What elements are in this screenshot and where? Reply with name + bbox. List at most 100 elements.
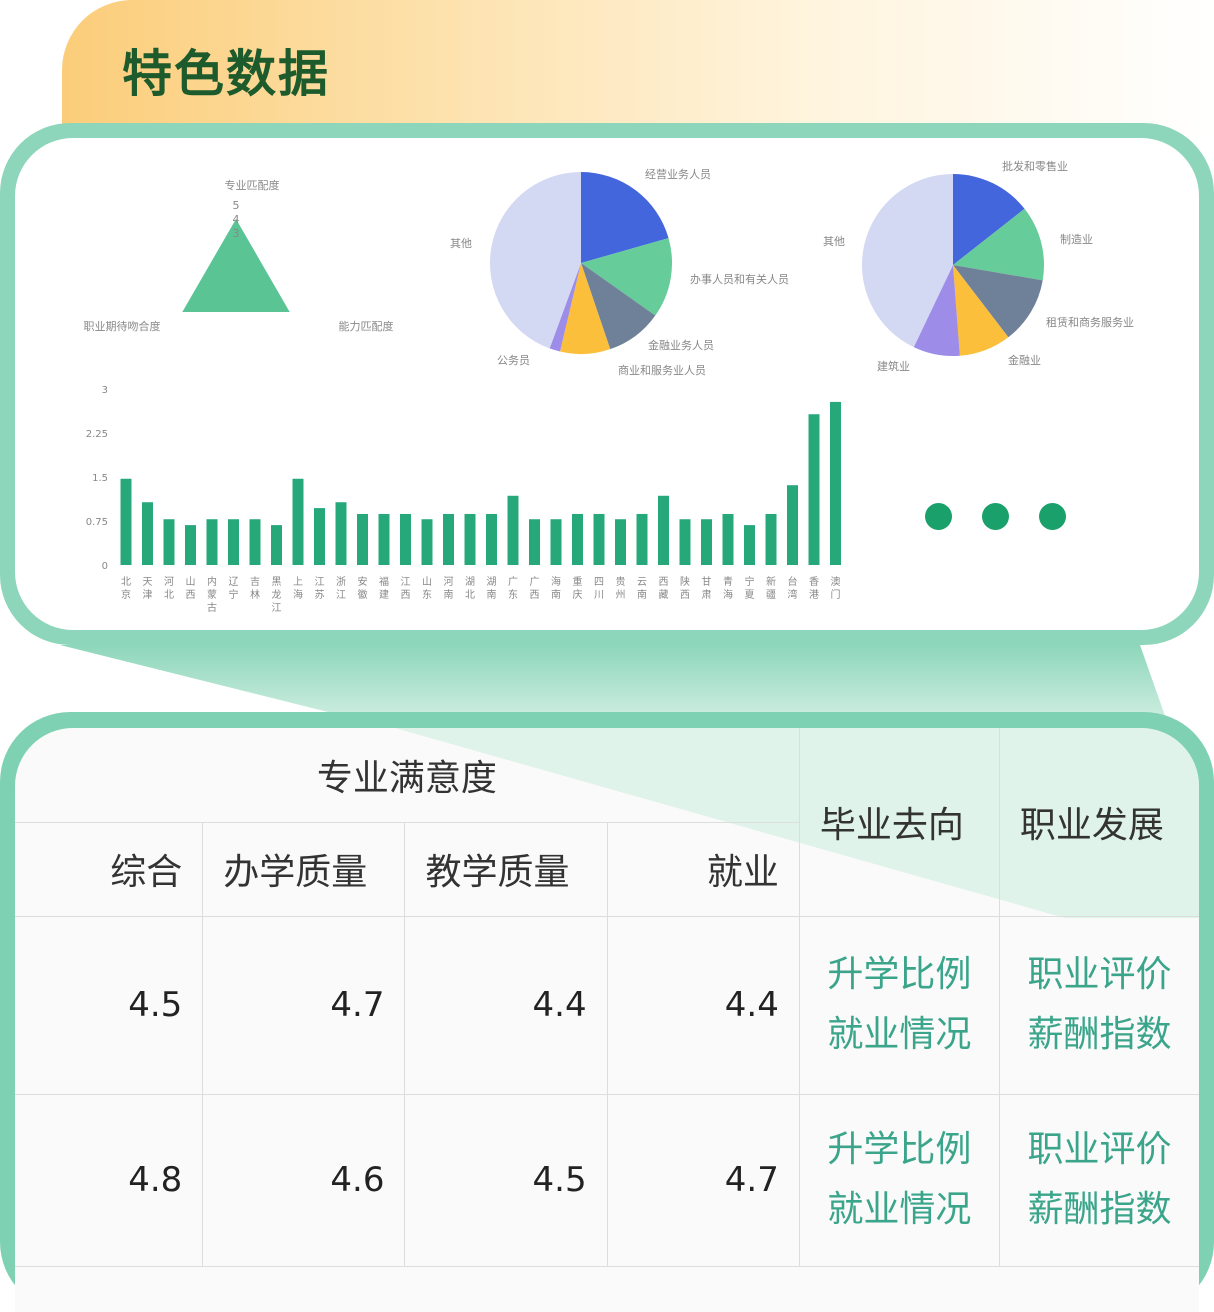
pie1-label: 办事人员和有关人员 (690, 272, 789, 286)
radar-axis-label: 能力匹配度 (339, 319, 394, 333)
bar-ytick: 3 (102, 385, 108, 396)
bar (529, 519, 540, 565)
radar-axis-label: 职业期待吻合度 (84, 319, 161, 333)
link-further-study[interactable]: 升学比例 (827, 954, 972, 995)
bar (185, 525, 196, 565)
pie2-slice (953, 265, 1009, 356)
group-header: 专业满意度 (15, 728, 800, 823)
bar (228, 519, 239, 565)
link-salary-index[interactable]: 薪酬指数 (1027, 1189, 1172, 1230)
bar-xtick: 西藏 (659, 577, 669, 601)
bar-xtick: 天津 (143, 577, 153, 601)
pie1-label: 公务员 (497, 354, 530, 367)
bar-ytick: 2.25 (86, 429, 108, 440)
sub-header-overall: 综合 (15, 821, 204, 917)
pie1-label: 金融业务人员 (648, 338, 714, 352)
pie2-label: 批发和零售业 (1002, 159, 1068, 173)
bar-xtick: 浙江 (336, 576, 346, 601)
bar (572, 513, 583, 565)
bar (314, 508, 325, 565)
col-dest-header: 毕业去向 (798, 728, 1000, 917)
bar (249, 519, 261, 565)
radar-tick: 5 (233, 199, 240, 212)
pie1-label: 其他 (450, 237, 472, 250)
table-row: 4.8 4.6 4.5 4.7 升学比例 就业情况 职业评价 薪酬指数 (15, 1093, 1199, 1267)
radar-tick: 3 (233, 227, 240, 240)
satisfaction-table: 专业满意度 毕业去向 职业发展 综合 办学质量 教学质量 就业 4.5 4.7 … (15, 728, 1199, 1267)
bar (701, 519, 712, 565)
bar-xtick: 北京 (121, 576, 131, 601)
bar (206, 519, 218, 565)
pie2-slice (953, 208, 1044, 281)
dot (925, 503, 952, 530)
bar-xtick: 海南 (551, 575, 561, 601)
bar (636, 513, 648, 565)
table-card: 专业满意度 毕业去向 职业发展 综合 办学质量 教学质量 就业 4.5 4.7 … (0, 712, 1214, 1312)
employment-score: 4.7 (606, 1093, 800, 1267)
bar (787, 485, 798, 565)
bar-xtick: 湖南 (487, 576, 497, 601)
bar (142, 502, 153, 565)
bar-xtick: 江西 (401, 576, 411, 601)
section-tab: 特色数据 (62, 0, 1214, 135)
radar-area (182, 219, 290, 312)
bar (271, 525, 282, 565)
pie1-slice (560, 263, 611, 354)
dot (982, 503, 1009, 530)
bar (744, 525, 755, 565)
bar-xtick: 台湾 (788, 575, 798, 601)
charts-card: 3 4 5 专业匹配度 能力匹配度 职业期待吻合度 经营业务人员 办事人员和有关人员 金融业务人… (0, 123, 1214, 645)
pie1-label: 经营业务人员 (645, 167, 711, 181)
link-employment[interactable]: 就业情况 (827, 1014, 972, 1055)
bar-xtick: 香港 (809, 576, 819, 601)
bar (486, 513, 497, 565)
pie2-label: 金融业 (1008, 353, 1041, 367)
bar-xtick: 辽宁 (229, 576, 239, 601)
bar (550, 519, 562, 565)
teaching-score: 4.5 (404, 1093, 608, 1267)
bar-xtick: 广东 (508, 576, 518, 601)
pie2-label: 制造业 (1060, 232, 1093, 246)
link-further-study[interactable]: 升学比例 (827, 1129, 972, 1170)
bar-xtick: 重庆 (573, 575, 583, 601)
link-employment[interactable]: 就业情况 (827, 1189, 972, 1230)
link-salary-index[interactable]: 薪酬指数 (1027, 1014, 1172, 1055)
pie2-slice (953, 174, 1025, 265)
overall-score: 4.5 (15, 915, 204, 1095)
bar-xtick: 上海 (293, 576, 303, 601)
charts-canvas: 345专业匹配度能力匹配度职业期待吻合度经营业务人员办事人员和有关人员金融业务人… (84, 159, 1135, 614)
pie2-label: 建筑业 (877, 359, 910, 373)
bar (679, 519, 691, 565)
pie1-slice (549, 263, 581, 352)
sub-header-school: 办学质量 (202, 821, 406, 917)
bar-xtick: 甘肃 (702, 575, 712, 601)
pie1-label: 商业和服务业人员 (618, 363, 706, 377)
radar-tick: 4 (233, 213, 240, 226)
bar-xtick: 河北 (164, 576, 174, 601)
pie2-slice (913, 265, 960, 356)
bar (292, 478, 304, 565)
bar (765, 513, 777, 565)
bar-ytick: 0.75 (86, 517, 108, 528)
bar-xtick: 陕西 (680, 575, 690, 601)
pie1-slice (581, 263, 656, 350)
zoom-connector (60, 645, 1170, 730)
sub-header-teaching: 教学质量 (404, 821, 608, 917)
bar (658, 495, 669, 565)
more-ellipsis-icon[interactable] (925, 503, 1066, 530)
bar-xtick: 宁夏 (745, 575, 755, 601)
bar (830, 401, 841, 565)
bar-xtick: 广西 (530, 576, 540, 601)
bar (443, 513, 454, 565)
bar-xtick: 福建 (379, 575, 389, 601)
col-career-header: 职业发展 (998, 728, 1199, 917)
link-career-eval[interactable]: 职业评价 (1027, 1129, 1172, 1170)
bar (722, 513, 734, 565)
bar (163, 519, 175, 565)
school-score: 4.6 (202, 1093, 406, 1267)
bar (378, 513, 390, 565)
bar-xtick: 青海 (723, 575, 733, 601)
pie2-slice (861, 174, 953, 348)
bar (464, 513, 476, 565)
link-career-eval[interactable]: 职业评价 (1027, 954, 1172, 995)
